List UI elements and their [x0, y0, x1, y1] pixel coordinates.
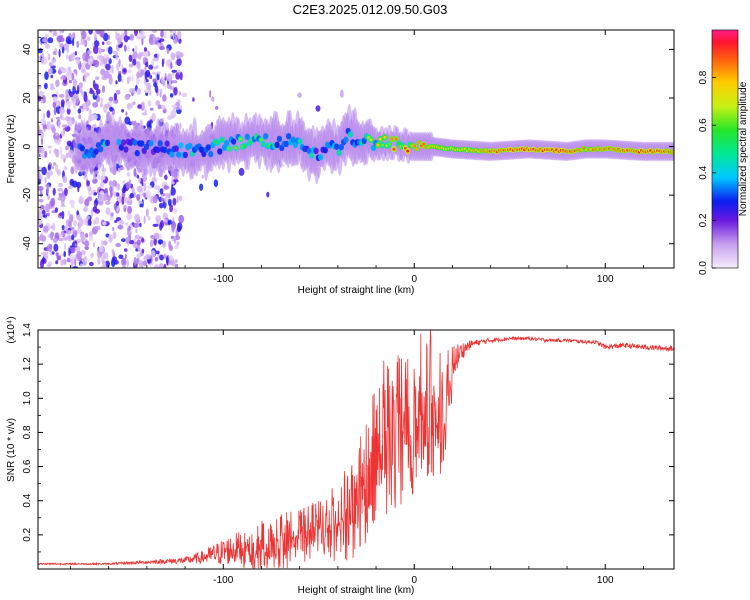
spectrogram-y-tick-label: 40 — [22, 43, 33, 55]
spectrogram-y-axis-label: Frequency (Hz) — [6, 115, 17, 184]
snr-y-tick-label: 0.8 — [22, 425, 33, 439]
snr-y-tick-label: 0.6 — [22, 459, 33, 473]
snr-x-axis-label: Height of straight line (km) — [298, 585, 415, 596]
chart-title: C2E3.2025.012.09.50.G03 — [293, 2, 448, 17]
snr-y-tick-label: 0.2 — [22, 527, 33, 541]
spectrogram-x-tick-label: -100 — [213, 274, 233, 285]
spectrogram-x-tick-label: 0 — [411, 274, 417, 285]
colorbar-tick-label: 0.4 — [698, 165, 709, 179]
snr-y-tick-label: 1.2 — [22, 357, 33, 371]
snr-x-tick-label: 100 — [597, 575, 614, 586]
colorbar-tick-label: 0.0 — [698, 261, 709, 275]
colorbar-tick-label: 0.8 — [698, 70, 709, 84]
colorbar-label: Normalized spectral amplitude — [738, 81, 749, 216]
snr-panel: -100 0 100 0.2 0.4 0.6 0.8 1.0 1.2 1.4 Height of … — [6, 316, 675, 596]
spectrogram-y-tick-label: 20 — [22, 92, 33, 104]
snr-frame — [37, 329, 675, 570]
snr-scale-note: (x10⁴) — [6, 316, 17, 343]
spectrogram-noise — [38, 30, 344, 268]
spectrogram-y-tick-label: 0 — [22, 143, 33, 149]
snr-y-tick-label: 0.4 — [22, 493, 33, 507]
colorbar: 0.0 0.2 0.4 0.6 0.8 Normalized spectral ampl… — [698, 29, 749, 275]
spectrogram-panel: -100 0 100 -40 -20 0 20 40 Height of straight l… — [6, 29, 675, 296]
snr-series-line — [38, 330, 674, 569]
snr-y-tick-label: 1.0 — [22, 391, 33, 405]
colorbar-tick-label: 0.2 — [698, 213, 709, 227]
spectrogram-x-axis-label: Height of straight line (km) — [298, 285, 415, 296]
spectrogram-y-tick-label: -40 — [22, 236, 33, 251]
spectrogram-y-tick-label: -20 — [22, 187, 33, 202]
spectrogram-frame — [37, 29, 675, 269]
spectrogram-x-tick-label: 100 — [597, 274, 614, 285]
snr-y-tick-label: 1.4 — [22, 323, 33, 337]
colorbar-tick-label: 0.6 — [698, 118, 709, 132]
colorbar-scale — [712, 30, 738, 268]
snr-y-axis-label: SNR (10 * v/v) — [6, 418, 17, 482]
snr-x-tick-label: -100 — [213, 575, 233, 586]
spectrogram-ridge — [77, 127, 674, 161]
snr-x-tick-label: 0 — [411, 575, 417, 586]
